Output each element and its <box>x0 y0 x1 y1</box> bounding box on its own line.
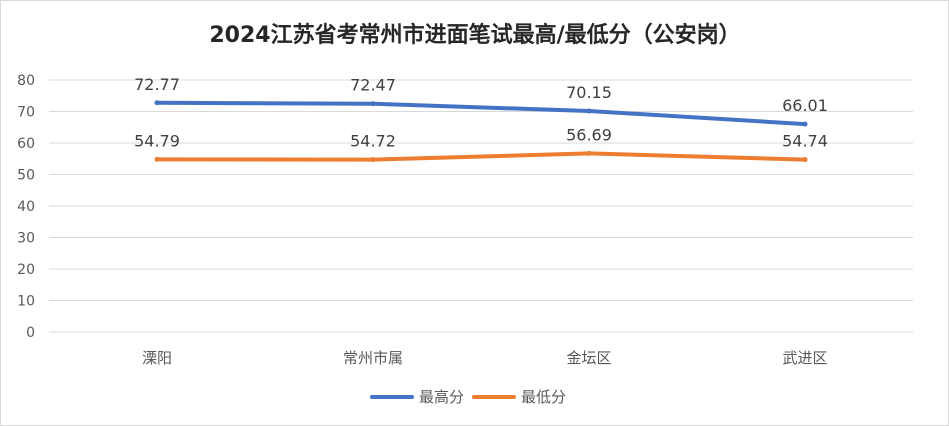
y-tick-label: 60 <box>17 136 35 152</box>
x-category-label: 武进区 <box>782 349 827 367</box>
data-point <box>802 157 808 163</box>
data-point <box>154 100 160 106</box>
y-tick-label: 40 <box>17 199 35 215</box>
y-tick-label: 0 <box>26 325 35 341</box>
data-label: 56.69 <box>566 125 612 144</box>
series-line-1 <box>155 151 807 162</box>
y-tick-label: 30 <box>17 231 35 247</box>
series-line-0 <box>155 100 807 127</box>
data-label: 54.72 <box>350 132 396 151</box>
data-point <box>370 157 376 163</box>
legend: 最高分 最低分 <box>370 388 566 406</box>
data-label: 54.74 <box>782 132 828 151</box>
data-label: 72.77 <box>134 75 180 94</box>
y-tick-label: 10 <box>17 294 35 310</box>
y-tick-label: 80 <box>17 73 35 89</box>
data-label: 70.15 <box>566 83 612 102</box>
y-tick-label: 20 <box>17 262 35 278</box>
legend-label: 最高分 <box>419 388 464 406</box>
x-category-label: 溧阳 <box>142 349 172 367</box>
data-label: 66.01 <box>782 96 828 115</box>
legend-label: 最低分 <box>521 388 566 406</box>
x-category-label: 金坛区 <box>566 349 611 367</box>
data-label: 72.47 <box>350 76 396 95</box>
data-labels: 72.77 72.47 70.15 66.01 54.79 54.72 56.69 54.74 <box>134 75 828 151</box>
y-axis-ticks: 0 10 20 30 40 50 60 70 80 <box>17 73 35 341</box>
data-label: 54.79 <box>134 131 180 150</box>
x-category-label: 常州市属 <box>343 349 403 367</box>
data-point <box>370 101 376 107</box>
data-point <box>586 108 592 114</box>
data-point <box>802 121 808 127</box>
y-tick-label: 50 <box>17 168 35 184</box>
gridlines <box>49 79 913 333</box>
chart-title: 2024江苏省考常州市进面笔试最高/最低分（公安岗） <box>209 22 740 48</box>
data-point <box>586 150 592 156</box>
data-point <box>154 156 160 162</box>
series-lines <box>154 100 808 163</box>
y-tick-label: 70 <box>17 105 35 121</box>
x-axis-categories: 溧阳 常州市属 金坛区 武进区 <box>142 349 828 367</box>
